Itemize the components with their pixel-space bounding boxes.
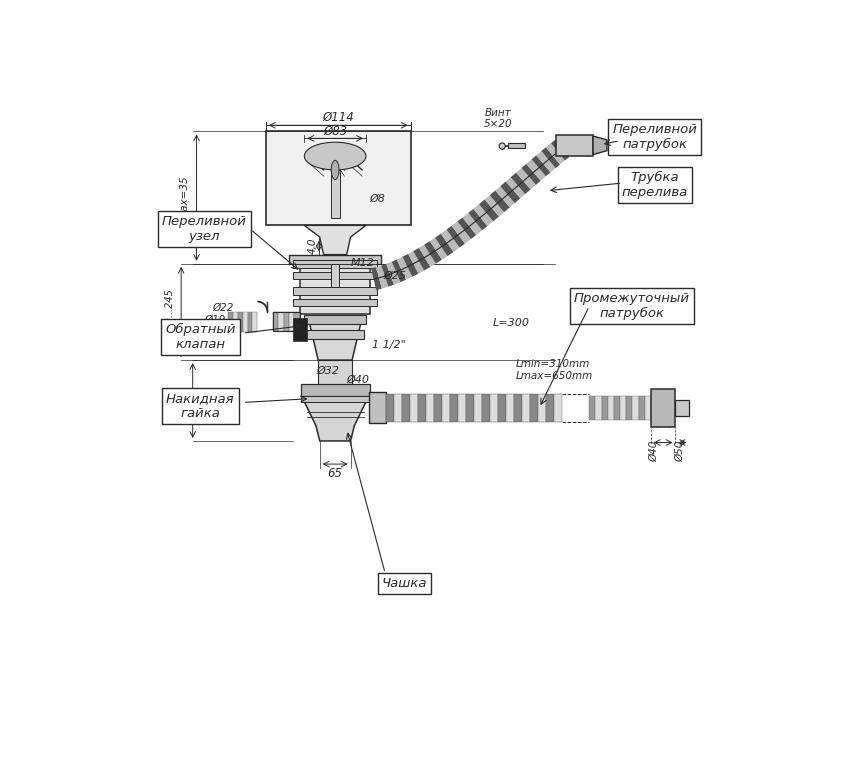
Bar [293,318,307,341]
Ellipse shape [304,142,366,170]
Text: Ø8: Ø8 [369,194,385,204]
Text: Трубка
перелива: Трубка перелива [622,170,688,199]
Bar [304,315,366,324]
Bar [508,143,525,148]
Bar [608,396,614,420]
Text: Переливной
узел: Переливной узел [162,215,246,243]
Bar [418,394,426,422]
Bar [590,396,595,420]
Bar [498,394,507,422]
Bar [514,394,523,422]
Text: Ø40: Ø40 [346,374,369,384]
Bar [426,394,434,422]
Bar [474,394,482,422]
Bar [295,313,300,331]
Text: Ø19: Ø19 [204,315,225,325]
Bar [530,394,538,422]
Bar [639,396,645,420]
Bar [523,394,530,422]
Bar [289,255,381,264]
Bar [676,400,689,415]
Bar [233,312,238,332]
Bar [650,389,676,427]
Bar [482,394,490,422]
Bar [243,312,247,332]
Bar [247,312,252,332]
Bar [614,396,620,420]
Text: L=300: L=300 [493,318,530,328]
Text: Lmin=310mm: Lmin=310mm [516,359,590,369]
Bar [466,394,474,422]
Polygon shape [302,396,369,441]
Text: Ø50: Ø50 [675,441,685,462]
Bar [554,394,562,422]
Text: Ø83: Ø83 [323,125,347,138]
Bar [273,313,300,331]
Text: Чашка: Чашка [382,577,427,590]
Bar [620,396,626,420]
Bar [273,313,278,331]
Text: 1 1/2": 1 1/2" [372,339,406,349]
Text: Ø25: Ø25 [383,270,406,280]
Bar [538,394,546,422]
Text: Ø40: Ø40 [649,441,659,462]
Bar [293,287,378,295]
Bar [293,260,378,268]
Bar [434,394,442,422]
Bar [442,394,450,422]
Bar [601,396,607,420]
Ellipse shape [331,161,339,180]
Polygon shape [304,225,366,255]
Bar [556,134,593,156]
Polygon shape [593,136,607,154]
Bar [633,396,639,420]
Bar [458,394,466,422]
Text: Lmax=650mm: Lmax=650mm [516,370,594,380]
Text: Обратный
клапан: Обратный клапан [165,323,235,351]
Bar [293,272,378,280]
Bar [546,394,554,422]
Polygon shape [308,318,363,360]
Text: 180...245: 180...245 [164,289,174,336]
Bar [302,396,370,402]
Bar [252,312,257,332]
Bar [266,131,411,225]
Bar [450,394,458,422]
Bar [369,392,386,423]
Text: 65: 65 [328,467,343,480]
Bar [302,384,370,396]
Bar [330,170,340,217]
Bar [278,313,284,331]
Bar [386,394,394,422]
Bar [394,394,402,422]
Bar [289,313,295,331]
Bar [306,330,364,339]
Text: Винт
5×20: Винт 5×20 [484,108,512,129]
Text: Переливной
патрубок: Переливной патрубок [612,123,697,151]
Text: Ø32: Ø32 [316,366,339,376]
Bar [293,299,378,306]
Bar [228,312,233,332]
Bar [238,312,243,332]
Circle shape [499,143,506,149]
Text: Ø114: Ø114 [323,111,354,124]
Text: max=35: max=35 [180,175,190,220]
Text: 4,0: 4,0 [307,238,318,254]
Bar [595,396,601,420]
Bar [410,394,418,422]
Bar [284,313,289,331]
Bar [301,264,370,314]
Text: Накидная
гайка: Накидная гайка [166,392,235,420]
Text: Промежуточный
патрубок: Промежуточный патрубок [573,292,689,320]
Text: M12: M12 [351,259,374,269]
Bar [402,394,410,422]
Bar [626,396,633,420]
Bar [318,360,352,391]
Bar [507,394,514,422]
Bar [490,394,498,422]
Text: 105: 105 [176,391,186,410]
Bar [645,396,650,420]
Text: Ø22: Ø22 [212,303,233,313]
Bar [331,264,339,287]
